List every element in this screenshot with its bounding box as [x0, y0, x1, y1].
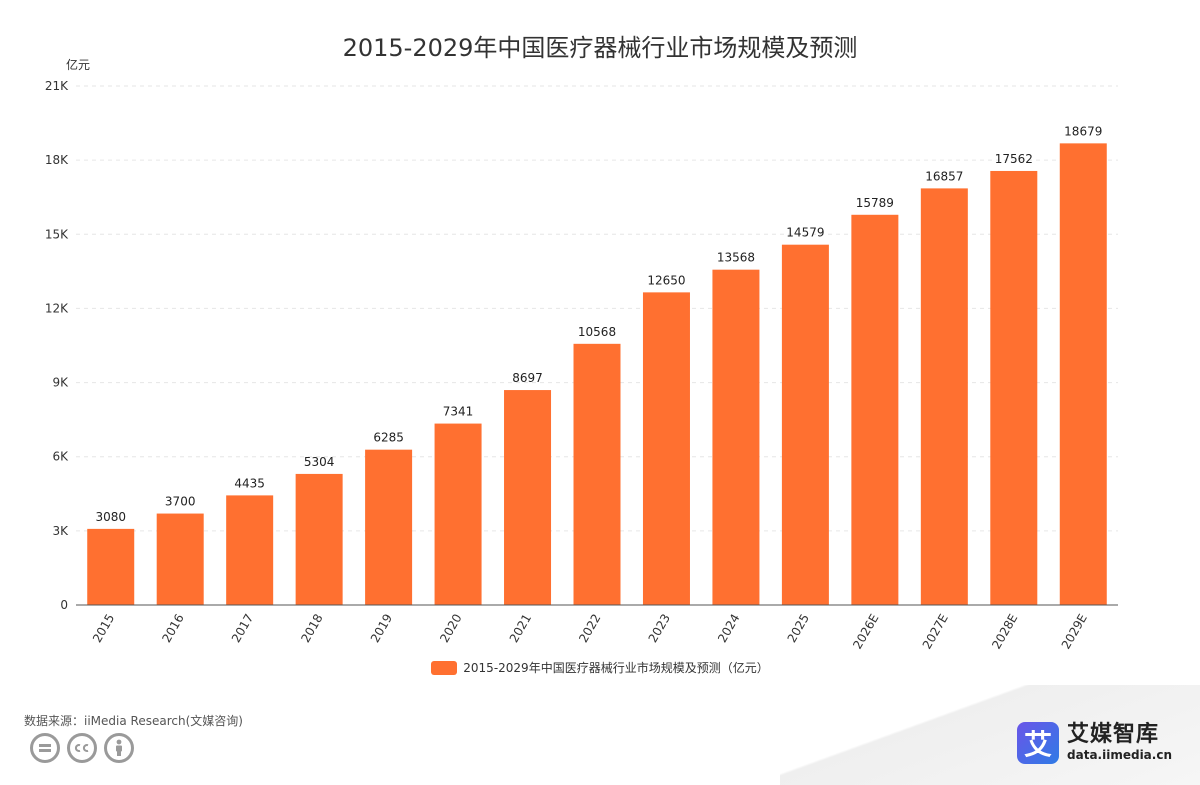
bar-value-label: 14579 — [786, 226, 824, 240]
bar-value-label: 5304 — [304, 455, 335, 469]
bar — [87, 528, 135, 605]
x-tick-label: 2026E — [850, 612, 881, 652]
cc-icon — [67, 733, 97, 763]
bar — [434, 423, 482, 605]
brand-url: data.iimedia.cn — [1067, 748, 1172, 762]
chart-title: 2015-2029年中国医疗器械行业市场规模及预测 — [342, 34, 858, 62]
bar-value-label: 10568 — [578, 325, 616, 339]
bar-value-label: 3700 — [165, 495, 196, 509]
brand-logo: 艾 艾媒智库 data.iimedia.cn — [1017, 722, 1172, 764]
x-tick-label: 2021 — [507, 612, 534, 645]
y-tick-label: 12K — [45, 301, 69, 315]
legend: 2015-2029年中国医疗器械行业市场规模及预测（亿元） — [0, 659, 1200, 676]
y-tick-label: 18K — [45, 153, 69, 167]
y-tick-label: 6K — [52, 450, 69, 464]
cc-by-person-icon — [104, 733, 134, 763]
brand-logo-icon: 艾 — [1017, 722, 1060, 764]
y-tick-label: 3K — [52, 524, 69, 538]
x-tick-label: 2028E — [989, 612, 1020, 652]
x-tick-label: 2016 — [159, 612, 186, 645]
x-tick-label: 2020 — [437, 612, 464, 645]
y-tick-label: 0 — [60, 598, 68, 612]
x-tick-label: 2022 — [576, 612, 603, 645]
x-tick-label: 2029E — [1059, 612, 1090, 652]
bar — [573, 343, 621, 605]
brand-name: 艾媒智库 — [1067, 722, 1160, 747]
bar-value-label: 15789 — [856, 196, 894, 210]
bar — [642, 292, 690, 605]
x-tick-label: 2024 — [715, 612, 742, 645]
y-axis-unit-label: 亿元 — [66, 57, 90, 72]
footer-decoration — [780, 685, 1200, 785]
bar — [295, 473, 343, 605]
bar — [1059, 143, 1107, 605]
bar — [156, 513, 204, 605]
bar-value-label: 16857 — [925, 169, 963, 183]
license-icons — [30, 733, 141, 763]
bar — [781, 244, 829, 605]
bar — [851, 214, 899, 606]
bar-value-label: 8697 — [512, 371, 543, 385]
bar-value-label: 6285 — [373, 431, 404, 445]
x-tick-label: 2015 — [90, 612, 117, 645]
bar-value-label: 7341 — [443, 405, 474, 419]
bar-value-label: 3080 — [95, 510, 126, 524]
bar-value-label: 12650 — [647, 273, 685, 287]
x-tick-label: 2027E — [920, 612, 951, 652]
bar — [365, 449, 413, 605]
y-tick-label: 21K — [45, 79, 69, 93]
x-tick-label: 2019 — [368, 612, 395, 645]
bar — [226, 495, 274, 605]
bar — [712, 269, 760, 605]
y-tick-label: 9K — [52, 376, 69, 390]
bar-value-label: 4435 — [234, 476, 265, 490]
y-tick-label: 15K — [45, 227, 69, 241]
bar-value-label: 18679 — [1064, 124, 1102, 138]
bar — [504, 390, 552, 605]
legend-swatch — [431, 660, 458, 675]
bar — [920, 188, 968, 605]
x-tick-label: 2025 — [785, 612, 812, 645]
legend-label: 2015-2029年中国医疗器械行业市场规模及预测（亿元） — [463, 661, 769, 675]
x-tick-label: 2017 — [229, 612, 256, 645]
x-tick-label: 2018 — [298, 612, 325, 645]
data-source-note: 数据来源：iiMedia Research(文媒咨询) — [24, 714, 243, 728]
bar — [990, 170, 1038, 605]
x-tick-label: 2023 — [646, 612, 673, 645]
bar-value-label: 13568 — [717, 251, 755, 265]
cc-equal-icon — [30, 733, 60, 763]
bar-value-label: 17562 — [995, 152, 1033, 166]
